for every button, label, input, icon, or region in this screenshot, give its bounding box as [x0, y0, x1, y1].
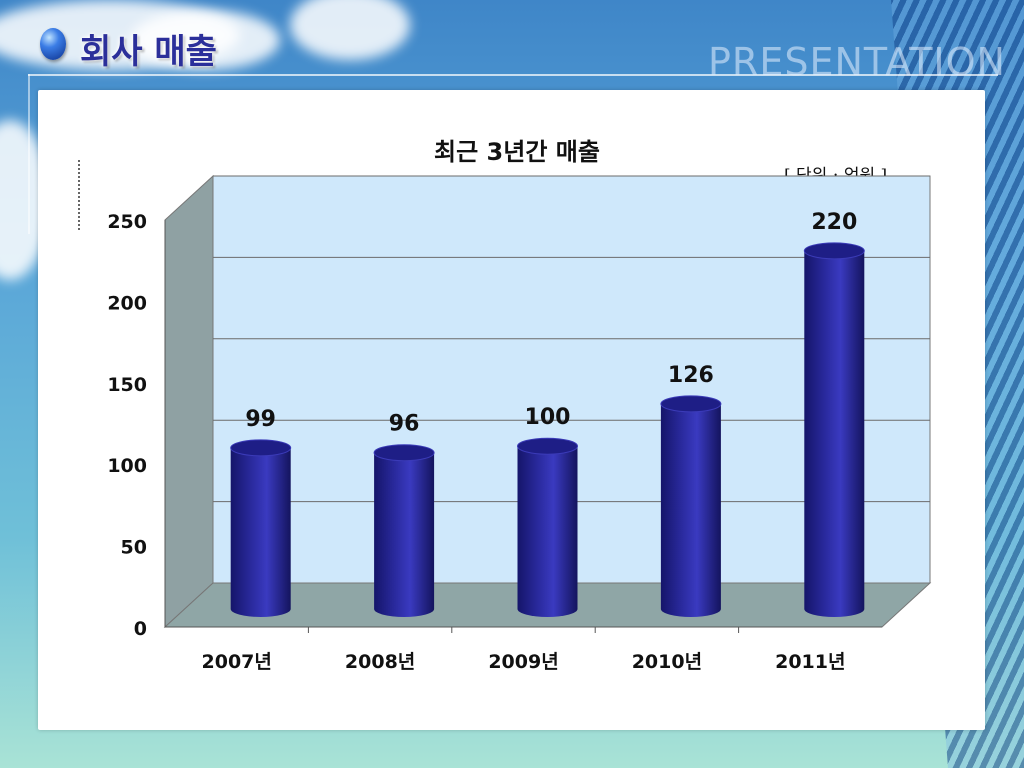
data-label: 100: [525, 405, 571, 430]
title-bullet-icon: [40, 28, 66, 60]
cloud-decoration: [290, 0, 410, 60]
bar-cylinder: [517, 446, 578, 617]
x-tick-label: 2007년: [202, 651, 272, 673]
x-tick-label: 2011년: [775, 651, 845, 673]
y-tick-label: 50: [121, 537, 147, 559]
data-label: 126: [668, 363, 714, 388]
bar-cylinder-top: [660, 395, 722, 413]
bar-cylinder: [374, 452, 435, 617]
y-tick-label: 150: [107, 374, 147, 396]
data-label: 220: [811, 210, 857, 235]
x-tick-label: 2009년: [488, 651, 558, 673]
bar-cylinder-top: [230, 439, 292, 457]
bar-cylinder: [804, 250, 865, 617]
bar-cylinder-top: [517, 437, 578, 455]
bar-cylinder-top: [373, 444, 435, 462]
data-label: 96: [389, 412, 420, 437]
cloud-decoration: [130, 10, 280, 70]
header-rule: [28, 74, 998, 76]
y-tick-label: 100: [107, 455, 147, 477]
header-rule-vertical: [28, 74, 30, 234]
presentation-watermark: PRESENTATION: [708, 40, 1006, 84]
chart-title: 최근 3년간 매출: [434, 138, 600, 166]
chart-side-wall: [164, 174, 214, 629]
x-tick-label: 2008년: [345, 651, 415, 673]
x-tick-label: 2010년: [632, 651, 702, 673]
bar-cylinder: [660, 403, 721, 617]
dotted-divider: [78, 160, 80, 230]
bar-cylinder-top: [803, 242, 865, 260]
y-tick-label: 250: [107, 211, 147, 233]
y-tick-label: 200: [107, 292, 147, 314]
y-tick-label: 0: [134, 618, 147, 640]
bar-cylinder: [230, 447, 291, 617]
page-title: 회사 매출: [80, 32, 217, 72]
data-label: 99: [245, 407, 276, 432]
